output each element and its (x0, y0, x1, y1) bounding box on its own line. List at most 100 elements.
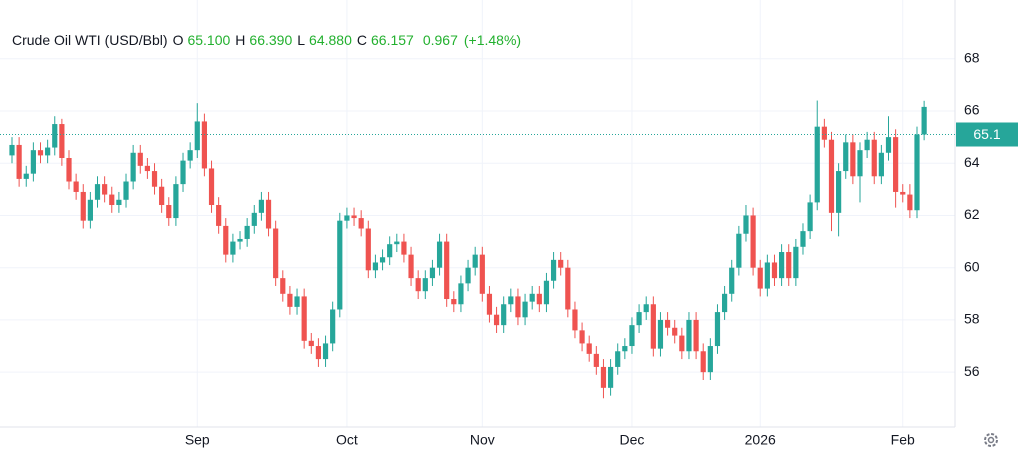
quote-value: 66.157 (371, 32, 414, 48)
title: Crude Oil WTI (USD/Bbl) (12, 32, 168, 48)
candle-body (828, 139, 835, 213)
candle-body (750, 215, 756, 268)
candle-body (322, 343, 329, 360)
candle-body (280, 278, 286, 294)
candle-body (493, 314, 500, 326)
quote-label: O (173, 32, 184, 48)
candle-body (779, 252, 785, 279)
candle-body (885, 137, 892, 153)
candle-body (529, 293, 535, 302)
candle-body (59, 124, 65, 159)
candle-body (194, 121, 200, 151)
candles (9, 100, 927, 399)
candle-body (550, 259, 557, 281)
candle-body (686, 319, 692, 352)
change: 0.967 (423, 32, 458, 48)
candle-body (893, 137, 899, 192)
candle-body (273, 228, 279, 279)
candle-body (301, 296, 307, 341)
candle-body (337, 220, 343, 310)
candle-body (572, 309, 578, 331)
quote-header: Crude Oil WTI (USD/Bbl) O 65.100 H 66.390 L 64… (12, 32, 521, 48)
candle-body (73, 181, 79, 192)
candle-body (66, 158, 72, 182)
candle-body (807, 202, 813, 232)
quote-value: 64.880 (309, 32, 352, 48)
candle-body (294, 296, 300, 307)
candle-body (579, 330, 585, 344)
x-tick-label: Oct (336, 432, 358, 448)
candle-body (372, 262, 379, 271)
y-tick-label: 68 (964, 49, 980, 65)
candle-body (607, 366, 614, 388)
candle-body (721, 293, 728, 313)
gear-hub[interactable] (987, 436, 995, 444)
candle-body (244, 225, 250, 239)
candle-body (237, 238, 243, 242)
candle-body (208, 168, 215, 206)
candle-body (558, 259, 564, 268)
candle-body (415, 278, 421, 292)
candle-body (258, 199, 265, 213)
x-tick-label: Dec (620, 432, 645, 448)
candle-body (365, 228, 371, 271)
candle-body (501, 304, 507, 326)
last-price-label: 65.1 (973, 126, 1000, 142)
candle-body (37, 150, 44, 156)
candle-body (814, 126, 820, 203)
candle-body (166, 205, 172, 219)
quote-value: 66.390 (249, 32, 292, 48)
candle-body (850, 142, 856, 177)
gear[interactable] (984, 433, 998, 447)
candle-body (629, 325, 635, 347)
candle-body (151, 171, 158, 187)
candle-body (159, 186, 165, 206)
candle-body (843, 142, 849, 172)
candle-body (636, 312, 642, 326)
candle-body (864, 139, 870, 151)
candle-body (729, 267, 735, 294)
candle-body (679, 335, 685, 352)
candle-body (479, 254, 485, 294)
candle-body (308, 340, 314, 347)
candle-body (408, 254, 414, 279)
candle-body (216, 205, 222, 226)
candle-body (52, 124, 58, 148)
candle-body (643, 304, 649, 313)
candle-body (857, 150, 863, 177)
candle-body (116, 199, 122, 206)
candle-body (486, 293, 493, 315)
candle-body (615, 351, 621, 367)
candle-body (137, 152, 143, 166)
candle-body (387, 244, 393, 258)
candle-body (123, 181, 129, 200)
candle-body (515, 296, 521, 318)
candle-body (401, 241, 407, 255)
y-tick-label: 60 (964, 258, 980, 274)
candle-body (251, 212, 257, 226)
settings-icon[interactable] (984, 433, 998, 447)
candle-body (9, 144, 15, 156)
candle-body (30, 150, 36, 174)
y-tick-label: 62 (964, 206, 980, 222)
candle-body (223, 225, 229, 255)
candle-body (657, 319, 664, 349)
candle-body (664, 319, 671, 328)
candle-body (444, 241, 450, 300)
x-tick-label: Sep (185, 432, 210, 448)
candle-body (522, 301, 528, 318)
candle-body (622, 346, 628, 352)
candle-body (565, 267, 571, 310)
candle-body (593, 353, 599, 367)
candle-body (921, 106, 927, 135)
candle-body (508, 296, 514, 305)
candle-body (465, 267, 471, 284)
candle-body (793, 246, 799, 279)
candle-body (358, 218, 364, 229)
candle-body (394, 241, 400, 245)
y-tick-label: 56 (964, 363, 980, 379)
candle-body (764, 262, 770, 289)
x-tick-label: Nov (470, 432, 495, 448)
candle-body (771, 262, 778, 279)
